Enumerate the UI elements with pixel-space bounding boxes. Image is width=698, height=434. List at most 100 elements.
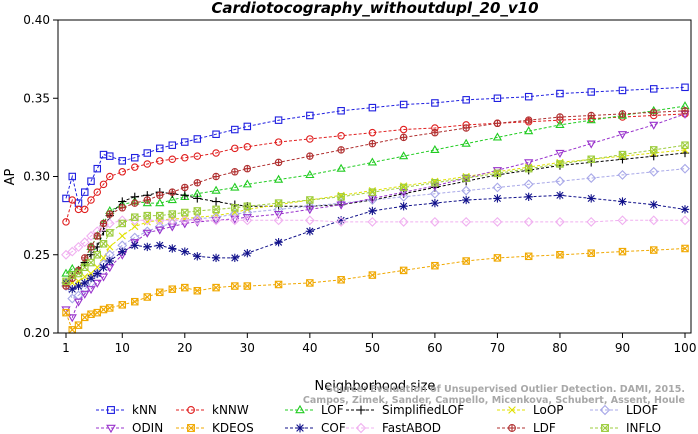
- point-inflo-18: [274, 199, 283, 207]
- point-ldof-30: [648, 166, 659, 177]
- point-cof-17: [243, 249, 252, 258]
- point-knn-31: [681, 83, 689, 92]
- point-knnw-5: [93, 188, 102, 196]
- point-fastabod-30: [648, 215, 659, 226]
- point-kdeos-11: [156, 288, 164, 297]
- point-cof-14: [193, 252, 202, 261]
- legend-label-lof: LOF: [321, 403, 344, 417]
- point-cof-26: [524, 192, 533, 202]
- point-odin-13: [180, 220, 190, 229]
- point-kdeos-15: [212, 283, 220, 292]
- point-kdeos-29: [618, 247, 627, 256]
- point-odin-29: [617, 131, 628, 140]
- point-knn-8: [118, 157, 127, 165]
- legend-entry-ldof: LDOF: [590, 403, 658, 417]
- point-simplifiedlof-15: [211, 197, 221, 206]
- point-ldof-26: [523, 179, 534, 190]
- point-inflo-8: [118, 219, 127, 228]
- series-line-fastabod: [65, 219, 685, 256]
- point-knn-9: [131, 153, 139, 162]
- x-tick-label-40: 40: [302, 341, 317, 355]
- point-cof-23: [430, 198, 440, 208]
- point-knnw-20: [337, 132, 345, 140]
- point-odin-11: [155, 226, 165, 235]
- point-fastabod-31: [680, 215, 690, 226]
- point-fastabod-0: [61, 249, 71, 260]
- point-knn-10: [143, 149, 152, 157]
- point-kdeos-10: [143, 293, 152, 301]
- point-inflo-2: [74, 269, 83, 278]
- point-odin-3: [80, 290, 90, 299]
- point-lof-24: [461, 138, 471, 147]
- point-ldf-19: [306, 152, 314, 160]
- point-inflo-9: [131, 213, 139, 221]
- point-kdeos-25: [493, 254, 502, 262]
- point-knnw-6: [99, 180, 108, 189]
- point-kdeos-28: [587, 249, 595, 257]
- series-cof: [61, 191, 690, 294]
- x-tick-label-100: 100: [674, 341, 697, 355]
- point-ldf-30: [649, 108, 658, 117]
- chart-title: Cardiotocography_withoutdupl_20_v10: [211, 0, 538, 17]
- point-knnw-18: [274, 138, 283, 146]
- point-odin-15: [211, 217, 221, 226]
- point-cof-1: [68, 285, 77, 294]
- point-ldof-11: [154, 221, 165, 232]
- series-odin: [61, 110, 690, 323]
- point-ldof-31: [680, 163, 690, 174]
- x-tick-label-50: 50: [365, 341, 380, 355]
- point-ldf-25: [493, 119, 502, 128]
- legend-marker-ldof: [599, 404, 611, 416]
- point-knnw-14: [193, 152, 202, 160]
- series-line-inflo: [65, 144, 686, 282]
- legend-label-kdeos: KDEOS: [212, 421, 254, 434]
- point-inflo-31: [681, 141, 689, 149]
- point-inflo-29: [618, 150, 627, 159]
- point-ldf-4: [87, 243, 95, 251]
- point-fastabod-20: [336, 216, 347, 227]
- legend-entry-knnw: kNNW: [176, 403, 249, 417]
- point-ldof-15: [211, 212, 221, 223]
- series-line-odin: [65, 113, 686, 319]
- x-tick-label-80: 80: [552, 341, 567, 355]
- point-ldf-16: [231, 168, 239, 176]
- point-knn-20: [337, 107, 345, 115]
- point-fastabod-14: [192, 215, 203, 226]
- point-knn-21: [368, 103, 377, 112]
- point-knn-30: [649, 85, 658, 93]
- point-ldf-26: [524, 116, 533, 124]
- point-inflo-11: [156, 211, 164, 220]
- point-kdeos-1: [68, 326, 77, 334]
- point-knn-16: [231, 125, 239, 134]
- point-knn-19: [306, 111, 314, 120]
- point-ldf-29: [618, 110, 627, 118]
- point-inflo-16: [231, 204, 239, 212]
- point-ldof-28: [586, 173, 597, 184]
- point-inflo-19: [306, 196, 314, 204]
- point-ldof-24: [461, 185, 472, 196]
- series-fastabod: [61, 215, 690, 260]
- point-cof-24: [462, 195, 471, 205]
- point-knn-26: [524, 92, 533, 101]
- point-cof-18: [274, 238, 283, 247]
- point-loop-5: [93, 263, 101, 271]
- y-tick-label-4: 0.40: [23, 13, 50, 27]
- point-inflo-21: [368, 188, 377, 196]
- point-lof-20: [336, 163, 346, 172]
- legend-marker-knn: [107, 406, 115, 414]
- point-lof-25: [492, 132, 503, 141]
- point-ldf-22: [399, 133, 408, 142]
- point-knn-4: [87, 177, 95, 185]
- point-inflo-15: [212, 205, 220, 214]
- point-ldf-17: [243, 164, 252, 173]
- point-lof-22: [399, 151, 409, 160]
- point-inflo-24: [462, 174, 470, 182]
- y-axis-label: AP: [3, 168, 18, 185]
- point-knnw-16: [231, 144, 239, 153]
- point-cof-7: [105, 256, 114, 266]
- point-cof-29: [618, 197, 627, 206]
- point-cof-5: [93, 269, 102, 278]
- point-fastabod-1: [67, 246, 78, 257]
- point-cof-22: [399, 202, 408, 211]
